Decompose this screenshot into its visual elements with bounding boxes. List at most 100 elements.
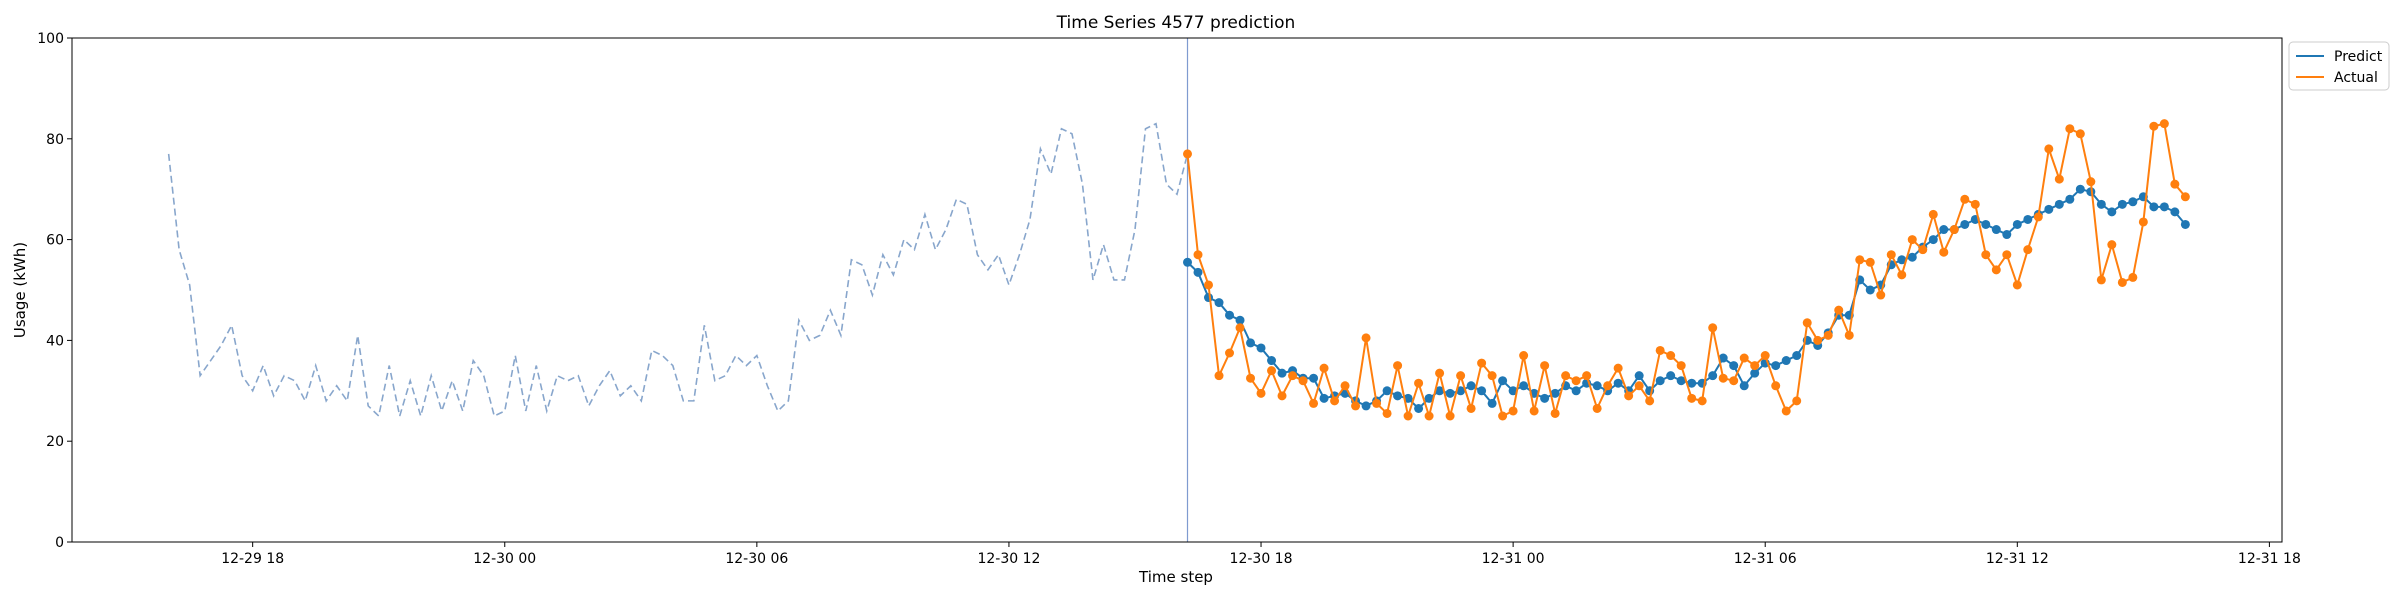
point-actual	[1960, 194, 1970, 204]
x-tick-label: 12-30 00	[473, 551, 536, 567]
point-actual	[2117, 277, 2127, 287]
point-predict	[1613, 378, 1623, 388]
point-predict	[1225, 310, 1235, 320]
point-actual	[1844, 330, 1854, 340]
point-predict	[1960, 219, 1970, 229]
point-actual	[1750, 361, 1760, 371]
point-predict	[2002, 230, 2012, 240]
point-predict	[1498, 376, 1508, 386]
y-axis-label: Usage (kWh)	[11, 242, 29, 338]
x-tick-label: 12-31 00	[1482, 551, 1545, 567]
point-predict	[1550, 388, 1560, 398]
point-predict	[1235, 315, 1245, 325]
point-actual	[1309, 398, 1319, 408]
point-predict	[1865, 285, 1875, 295]
point-predict	[1781, 356, 1791, 366]
point-actual	[1592, 403, 1602, 413]
point-predict	[1519, 381, 1529, 391]
point-actual	[1886, 250, 1896, 260]
point-actual	[1351, 401, 1361, 411]
point-predict	[2065, 194, 2075, 204]
point-actual	[1582, 371, 1592, 381]
point-actual	[2023, 245, 2033, 255]
point-actual	[1550, 408, 1560, 418]
point-actual	[2107, 240, 2117, 250]
point-actual	[1277, 391, 1287, 401]
x-tick-label: 12-30 12	[977, 551, 1040, 567]
point-predict	[1435, 386, 1445, 396]
point-actual	[1666, 351, 1676, 361]
point-actual	[1298, 376, 1308, 386]
point-predict	[2149, 202, 2159, 212]
point-actual	[1645, 396, 1655, 406]
point-actual	[1340, 381, 1350, 391]
y-tick-label: 0	[55, 535, 64, 551]
point-predict	[1655, 376, 1665, 386]
point-predict	[1361, 401, 1371, 411]
point-actual	[2002, 250, 2012, 260]
point-actual	[1193, 250, 1203, 260]
point-actual	[2086, 177, 2096, 187]
point-actual	[1834, 305, 1844, 315]
point-predict	[1771, 361, 1781, 371]
point-actual	[1529, 406, 1539, 416]
point-actual	[1792, 396, 1802, 406]
point-actual	[2096, 275, 2106, 285]
point-actual	[1603, 381, 1613, 391]
point-predict	[1456, 386, 1466, 396]
point-predict	[1319, 393, 1329, 403]
point-actual	[1928, 209, 1938, 219]
y-tick-label: 100	[37, 31, 64, 47]
point-actual	[1897, 270, 1907, 280]
point-predict	[1571, 386, 1581, 396]
point-actual	[2149, 121, 2159, 131]
point-actual	[1855, 255, 1865, 265]
point-actual	[1256, 388, 1266, 398]
y-tick-label: 20	[46, 434, 64, 450]
point-predict	[1445, 388, 1455, 398]
legend-label-predict: Predict	[2334, 49, 2383, 65]
point-actual	[1235, 323, 1245, 333]
point-actual	[1907, 235, 1917, 245]
point-actual	[1508, 406, 1518, 416]
x-tick-label: 12-31 18	[2238, 551, 2301, 567]
point-actual	[2054, 174, 2064, 184]
point-actual	[1382, 408, 1392, 418]
point-actual	[1655, 345, 1665, 355]
point-actual	[1813, 335, 1823, 345]
point-actual	[2012, 280, 2022, 290]
point-predict	[1729, 361, 1739, 371]
point-actual	[1760, 351, 1770, 361]
point-predict	[1634, 371, 1644, 381]
point-actual	[1634, 381, 1644, 391]
point-predict	[1981, 219, 1991, 229]
point-actual	[1372, 398, 1382, 408]
point-actual	[1970, 199, 1980, 209]
point-actual	[1435, 368, 1445, 378]
chart-title: Time Series 4577 prediction	[1056, 13, 1296, 33]
point-actual	[1519, 351, 1529, 361]
point-actual	[1403, 411, 1413, 421]
point-predict	[1183, 257, 1193, 267]
point-predict	[1708, 371, 1718, 381]
point-predict	[1897, 255, 1907, 265]
point-actual	[1561, 371, 1571, 381]
y-tick-label: 40	[46, 333, 64, 349]
x-axis-label: Time step	[1138, 568, 1213, 586]
point-predict	[2159, 202, 2169, 212]
point-actual	[1540, 361, 1550, 371]
y-axis: 0 20 40 60 80 100	[37, 31, 72, 551]
point-predict	[1424, 393, 1434, 403]
point-actual	[2159, 119, 2169, 129]
point-actual	[2138, 217, 2148, 227]
point-actual	[1918, 245, 1928, 255]
legend-label-actual: Actual	[2334, 70, 2378, 86]
point-actual	[1802, 318, 1812, 328]
point-actual	[1823, 330, 1833, 340]
point-actual	[1424, 411, 1434, 421]
point-predict	[1666, 371, 1676, 381]
point-actual	[1246, 373, 1256, 383]
x-tick-label: 12-31 12	[1986, 551, 2049, 567]
